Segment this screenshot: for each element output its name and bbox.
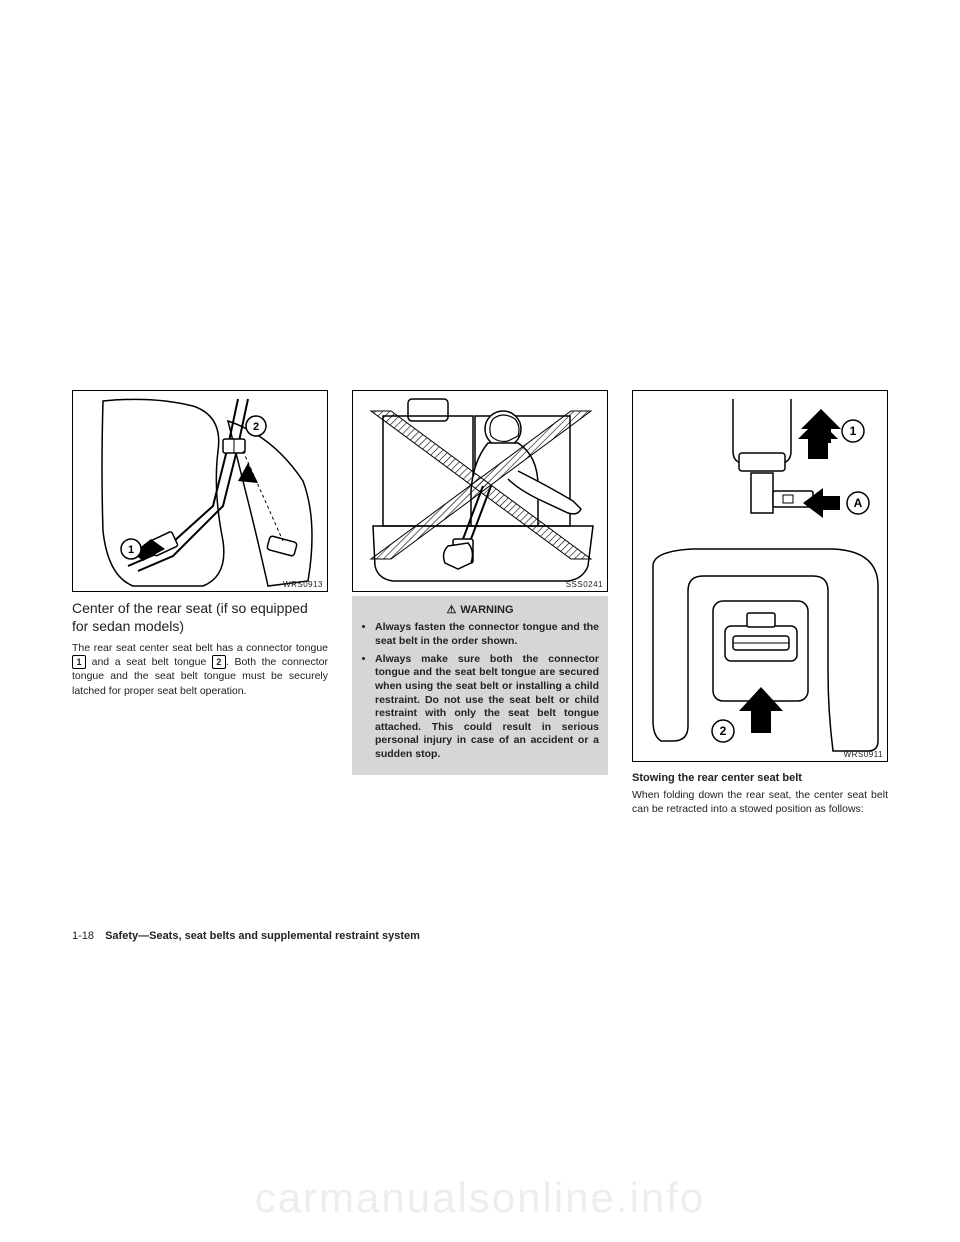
col1-body: The rear seat center seat belt has a con… — [72, 641, 328, 698]
callout-c3-1: 1 — [850, 424, 857, 438]
warning-title: WARNING — [361, 603, 599, 617]
watermark: carmanualsonline.info — [0, 1174, 960, 1222]
callout-c3-2: 2 — [720, 724, 727, 738]
column-2: SSS0241 WARNING Always fasten the connec… — [352, 390, 608, 822]
column-1: 1 2 WRS0913 Center of the rear seat (if … — [72, 390, 328, 822]
col1-body-prefix: The rear seat center seat belt has a con… — [72, 642, 328, 654]
figure-3-label: WRS0911 — [844, 750, 883, 759]
callout-1-text: 1 — [128, 544, 134, 556]
inline-callout-2: 2 — [212, 655, 226, 669]
figure-2-label: SSS0241 — [566, 580, 603, 589]
page-content: 1 2 WRS0913 Center of the rear seat (if … — [72, 390, 888, 822]
page-number: 1-18 — [72, 930, 94, 942]
warning-item-1: Always fasten the connector tongue and t… — [375, 621, 599, 648]
warning-box: WARNING Always fasten the connector tong… — [352, 596, 608, 775]
stowing-belt-illustration: 1 A 2 — [633, 391, 887, 759]
section-title: Safety—Seats, seat belts and supplementa… — [105, 930, 420, 942]
inline-callout-1: 1 — [72, 655, 86, 669]
figure-sss0241: SSS0241 — [352, 390, 608, 592]
col3-body: When folding down the rear seat, the cen… — [632, 788, 888, 816]
figure-wrs0911: 1 A 2 WR — [632, 390, 888, 762]
figure-1-label: WRS0913 — [283, 580, 323, 589]
callout-c3-A: A — [854, 496, 863, 510]
column-3: 1 A 2 WR — [632, 390, 888, 822]
callout-2-text: 2 — [253, 421, 259, 433]
col3-subheading: Stowing the rear center seat belt — [632, 772, 888, 784]
seat-belt-connector-illustration: 1 2 — [73, 391, 327, 589]
page-footer: 1-18 Safety—Seats, seat belts and supple… — [72, 930, 420, 942]
warning-item-2: Always make sure both the connector tong… — [375, 653, 599, 762]
col1-body-mid: and a seat belt tongue — [86, 656, 212, 668]
figure-wrs0913: 1 2 WRS0913 — [72, 390, 328, 592]
warning-list: Always fasten the connector tongue and t… — [361, 621, 599, 761]
col1-subheading: Center of the rear seat (if so equipped … — [72, 600, 328, 635]
three-column-layout: 1 2 WRS0913 Center of the rear seat (if … — [72, 390, 888, 822]
incorrect-belt-usage-illustration — [353, 391, 607, 589]
